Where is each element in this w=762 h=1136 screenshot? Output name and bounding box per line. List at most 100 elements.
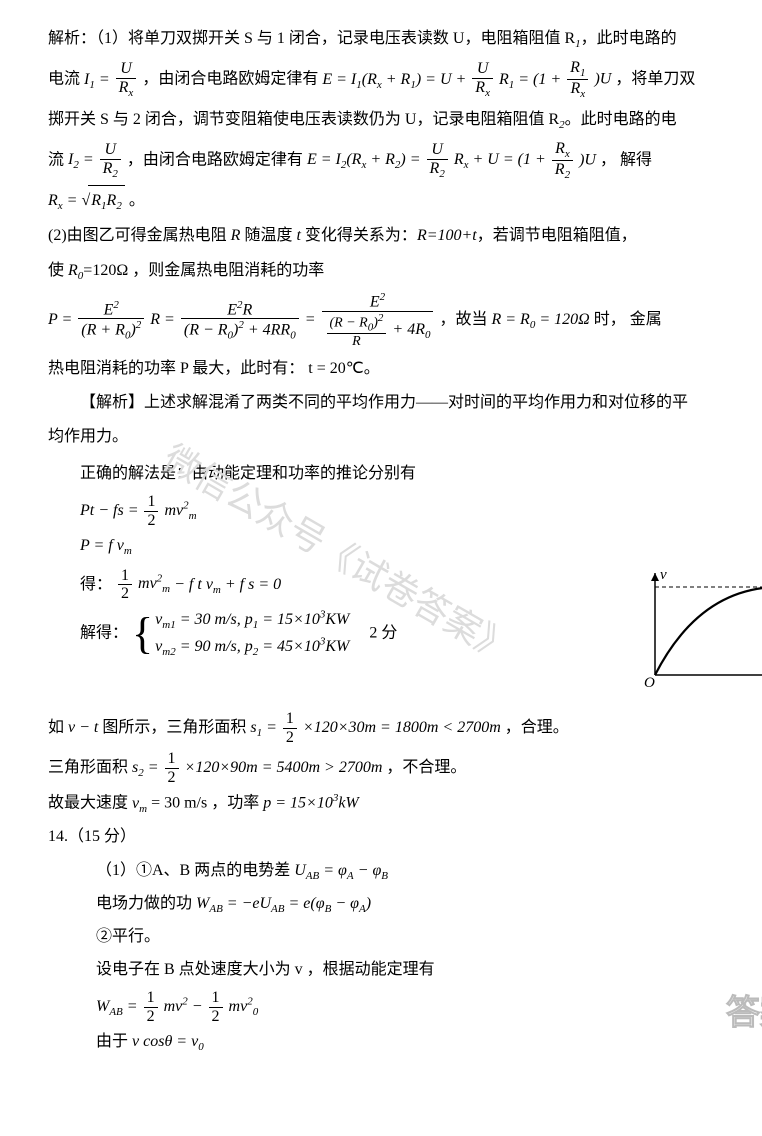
q14-wab: 电场力做的功 WAB = −eUAB = e(φB − φA) 2 分 <box>48 889 762 920</box>
eq-rx: Rx = <box>48 192 81 209</box>
q14-1: （1）①A、B 两点的电势差 UAB = φA − φB 1 分 <box>48 856 762 887</box>
sec2-tail-c: 热电阻消耗的功率 P 最大，此时有： t = 20℃。 <box>48 354 762 384</box>
eq-wab-en-d: mv20 <box>229 998 259 1015</box>
frac-r1-rx: R1Rx <box>567 59 588 101</box>
q14-2: ②平行。 1 分 <box>48 922 762 952</box>
row-pfvm: P = f vm 2 分 <box>48 531 762 562</box>
p2-text-b: 。此时电路的电 <box>565 111 677 128</box>
sqrt-r1r2: √R1R2 <box>81 185 124 217</box>
l-vt-c: ，合理。 <box>505 719 569 736</box>
q14-2-t: ②平行。 <box>48 922 762 952</box>
s1: s1 = <box>250 719 281 736</box>
eq-ptfs-a: Pt − fs = <box>80 502 142 519</box>
eq-P-R: R = <box>150 311 179 328</box>
p3-text-b: ，由闭合电路欧姆定律有 <box>127 151 307 168</box>
sec2-R0: R0 <box>68 262 83 279</box>
l-correct: 正确的解法是：由动能定理和功率的推论分别有 <box>48 459 762 489</box>
eq-vcos: v cosθ = v0 <box>132 1033 204 1050</box>
q14-head: 14.（15 分） <box>48 822 762 852</box>
jx-a: 【解析】上述求解混淆了两类不同的平均作用力——对时间的平均作用力和对位移的平 <box>48 388 762 418</box>
s2-eq: ×120×90m = 5400m > 2700m <box>185 759 383 776</box>
l-max-unit: kW <box>338 795 358 812</box>
p1-text-a2: ，此时电路的 <box>581 30 677 47</box>
q14-set: 设电子在 B 点处速度大小为 v ，根据动能定理有 <box>48 955 762 985</box>
eq-i2: I2 = <box>68 151 98 168</box>
p3-text-a: 流 <box>48 151 68 168</box>
sec2-f: =120Ω ，则金属热电阻消耗的功率 <box>83 262 324 279</box>
vt-sym: v − t <box>68 719 98 736</box>
pts-solve: 2 分 <box>369 624 397 641</box>
chart-y-label: v <box>660 567 667 583</box>
l-vt-a: 如 <box>48 719 68 736</box>
p-sym: p <box>263 795 271 812</box>
eq-pfvm: P = f vm <box>80 537 132 554</box>
eq-e2c: )U <box>579 151 596 168</box>
vt-chart-svg: O t v <box>630 565 762 695</box>
frac-half-3: 12 <box>283 710 297 746</box>
frac-P1: E2 (R + R0)2 <box>78 299 144 343</box>
eq-e2b: Rx + U = (1 + <box>454 151 550 168</box>
p1-text-d: ，将单刀双 <box>615 71 695 88</box>
eq-mvm2: mv2m <box>164 502 196 519</box>
q14-since-t: 由于 <box>96 1033 132 1050</box>
para-3: 流 I2 = UR2 ，由闭合电路欧姆定律有 E = I2(Rx + R2) =… <box>48 140 762 182</box>
eq-get-m: m <box>213 583 221 595</box>
p3-text-c: ， 解得 <box>600 151 652 168</box>
sec2-2: 使 R0=120Ω ，则金属热电阻消耗的功率 <box>48 256 762 287</box>
q14-wab-t: 电场力做的功 <box>96 895 196 912</box>
sec2-tail-b: 时， 金属 <box>594 311 662 328</box>
frac-P3: E2 (R − R0)2 R + 4R0 <box>322 291 434 350</box>
eq-get-mv: mv2m <box>138 575 170 592</box>
sec2-d: ，若调节电阻箱阻值， <box>477 227 637 244</box>
jiexi-row: 【解析】上述求解混淆了两类不同的平均作用力——对时间的平均作用力和对位移的平 均… <box>48 388 762 457</box>
l-s2-a: 三角形面积 <box>48 759 132 776</box>
eq-wab-en-c: − <box>192 998 207 1015</box>
sec2-e: 使 <box>48 262 68 279</box>
sec2-tail-a: ，故当 <box>439 311 491 328</box>
sec2-RR0: R = R0 = 120Ω <box>491 311 589 328</box>
eq-get-tail: − f t v <box>174 575 213 592</box>
eq-P: P = <box>48 311 76 328</box>
frac-u-rx-2: URx <box>472 60 493 99</box>
frac-half-2: 12 <box>118 567 132 603</box>
l-max-c: = 15×10 <box>275 795 333 812</box>
sec2-eqP: P = E2 (R + R0)2 R = E2R (R − R0)2 + 4RR… <box>48 291 762 350</box>
q14-1a: （1）①A、B 两点的电势差 <box>96 862 294 879</box>
eq-wab-en-a: = <box>127 998 142 1015</box>
eq-i1: I1 = <box>84 71 114 88</box>
jx-b: 均作用力。 <box>48 422 762 452</box>
vm: vm <box>132 795 147 812</box>
l-max-b: = 30 m/s ，功率 <box>151 795 263 812</box>
l-vt-b: 图所示，三角形面积 <box>98 719 250 736</box>
para-4: Rx = √R1R2 。 <box>48 185 762 217</box>
eq-get-tail2: + f s = 0 <box>225 575 281 592</box>
l-s2-b: ，不合理。 <box>386 759 466 776</box>
p2-text: 掷开关 S 与 2 闭合，调节变阻箱使电压表读数仍为 U，记录电阻箱阻值 R <box>48 111 559 128</box>
sec2-b: 随温度 <box>240 227 296 244</box>
frac-half-4: 12 <box>165 750 179 786</box>
eq-e1b: R1 = (1 + <box>499 71 565 88</box>
s1-eq: ×120×30m = 1800m < 2700m <box>303 719 501 736</box>
vt-chart: O t v <box>630 565 762 706</box>
s2: s2 = <box>132 759 163 776</box>
uab: UAB <box>294 862 319 879</box>
row-ptfs: Pt − fs = 12 mv2m 2 分 <box>48 493 762 529</box>
frac-u-r2: UR2 <box>100 141 121 180</box>
row-s2: 三角形面积 s2 = 12 ×120×90m = 5400m > 2700m ，… <box>48 750 762 786</box>
l-get: 得： <box>80 575 112 592</box>
sec2-1: (2)由图乙可得金属热电阻 R 随温度 t 变化得关系为：R=100+t，若调节… <box>48 221 762 251</box>
frac-P3-inner: (R − R0)2 R <box>327 312 387 350</box>
p1-text-a: 解析：（1）将单刀双掷开关 S 与 1 闭合，记录电压表读数 U，电阻箱阻值 R <box>48 30 575 47</box>
row-vt-s1: 如 v − t 图所示，三角形面积 s1 = 12 ×120×30m = 180… <box>48 710 762 746</box>
eq-e2: E = I2(Rx + R2) = <box>307 151 425 168</box>
frac-half-6: 12 <box>209 989 223 1025</box>
frac-half-5: 12 <box>144 989 158 1025</box>
frac-u-r2-2: UR2 <box>427 141 448 180</box>
para-2: 掷开关 S 与 2 闭合，调节变阻箱使电压表读数仍为 U，记录电阻箱阻值 R2。… <box>48 105 762 136</box>
wab: WAB <box>196 895 223 912</box>
eq-e1c: )U <box>594 71 611 88</box>
eq-uab: = φA − φB <box>323 862 388 879</box>
frac-P2: E2R (R − R0)2 + 4RR0 <box>181 299 299 343</box>
frac-rx-r2: RxR2 <box>552 140 573 182</box>
frac-half-1: 12 <box>144 493 158 529</box>
